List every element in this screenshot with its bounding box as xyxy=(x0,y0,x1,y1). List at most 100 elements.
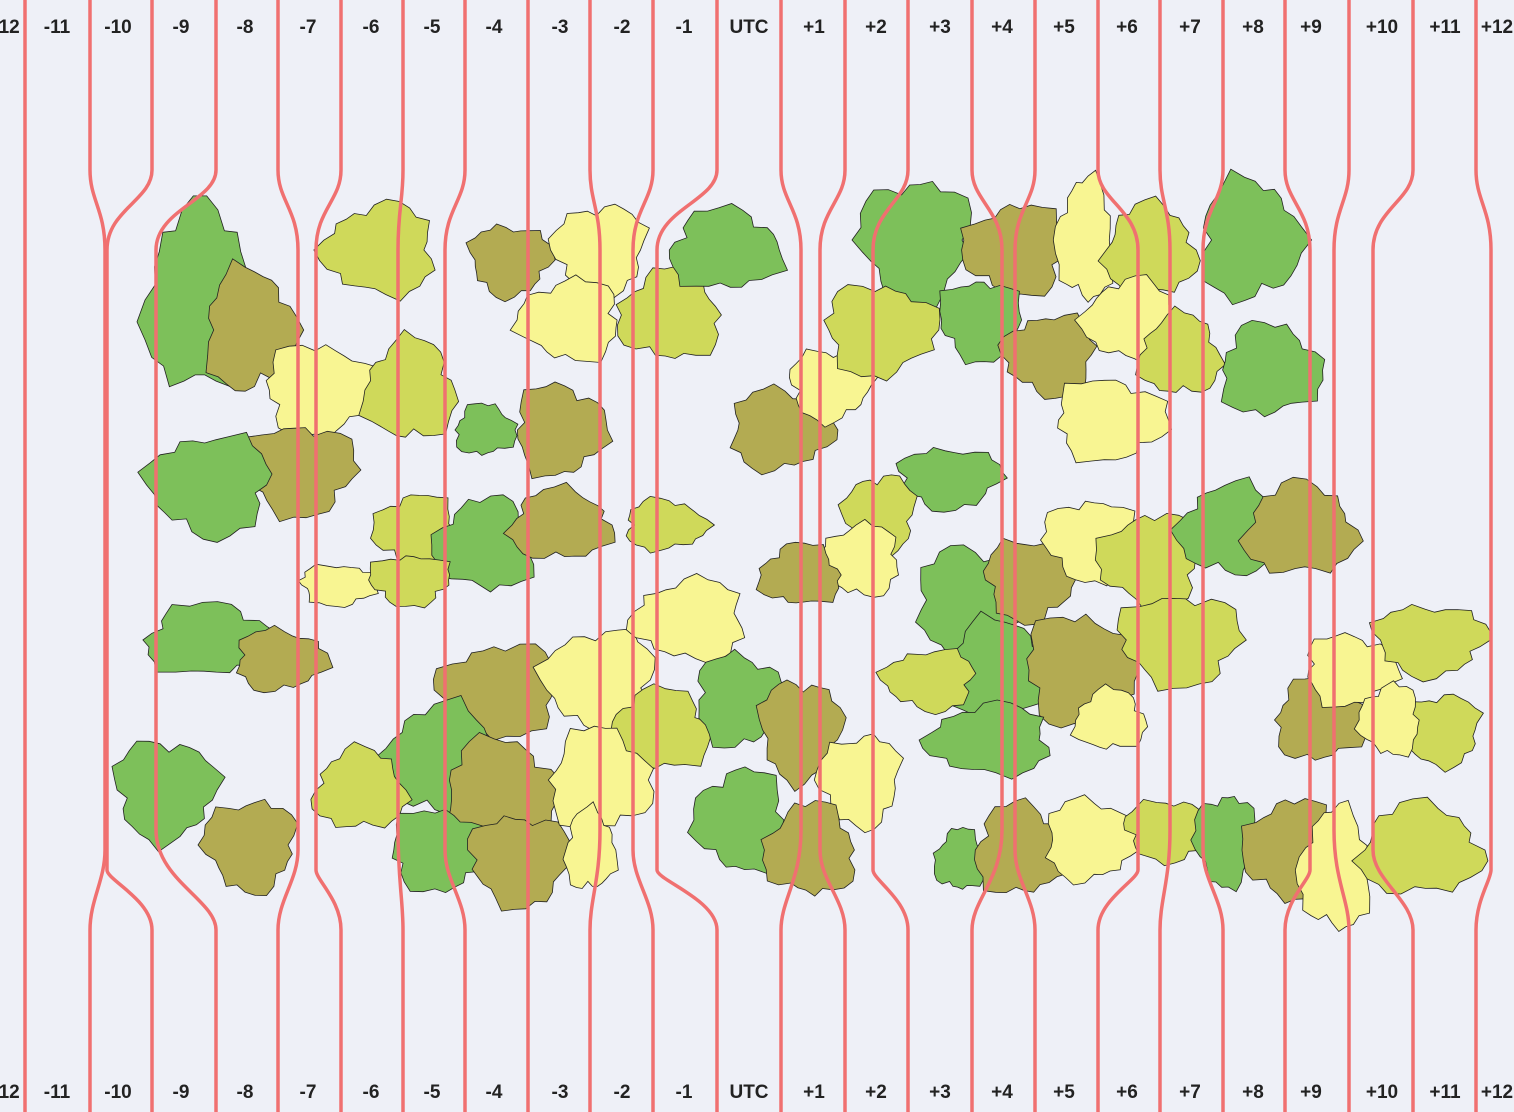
zone-boundary xyxy=(154,0,218,1112)
zone-boundary xyxy=(88,0,107,1112)
zone-label-top: -1 xyxy=(676,17,693,38)
zone-label-bottom: +3 xyxy=(929,1082,951,1103)
land-region xyxy=(895,446,1008,513)
zone-label-bottom: +11 xyxy=(1429,1082,1461,1103)
zone-boundary xyxy=(631,0,655,1112)
zone-label-top: +6 xyxy=(1116,17,1138,38)
land-region xyxy=(1116,597,1247,692)
zone-label-bottom: -9 xyxy=(173,1082,190,1103)
zone-label-bottom: -6 xyxy=(363,1082,380,1103)
zone-label-top: +4 xyxy=(991,17,1013,38)
zone-boundary xyxy=(779,0,803,1112)
zone-boundary xyxy=(1096,0,1140,1112)
land-region xyxy=(668,203,789,288)
land-region xyxy=(1202,168,1313,306)
zone-label-top: UTC xyxy=(729,17,768,38)
zone-boundary xyxy=(970,0,1004,1112)
zone-label-top: -12 xyxy=(0,17,20,38)
zone-label-bottom: -3 xyxy=(552,1082,569,1103)
zone-boundary xyxy=(818,0,847,1112)
zone-boundary xyxy=(1201,0,1225,1112)
land-region xyxy=(1368,603,1491,683)
land-region xyxy=(368,555,451,609)
land-region xyxy=(467,815,578,912)
zone-label-top: +2 xyxy=(865,17,887,38)
zone-label-top: -7 xyxy=(300,17,317,38)
land-region xyxy=(197,798,299,897)
land-region xyxy=(1220,319,1326,418)
zone-label-bottom: +2 xyxy=(865,1082,887,1103)
land-region xyxy=(918,699,1051,780)
zone-label-bottom: +1 xyxy=(803,1082,825,1103)
land-region xyxy=(1190,795,1256,893)
zone-label-bottom: -4 xyxy=(486,1082,503,1103)
land-region xyxy=(1069,683,1149,750)
zone-boundary xyxy=(105,0,154,1112)
zone-label-bottom: +5 xyxy=(1053,1082,1075,1103)
zone-label-top: +1 xyxy=(803,17,825,38)
zone-boundary xyxy=(655,0,719,1112)
zone-label-bottom: -11 xyxy=(44,1082,71,1103)
zone-boundary xyxy=(1474,0,1493,1112)
land-region xyxy=(1353,680,1420,758)
land-region xyxy=(1351,796,1489,895)
land-region xyxy=(454,402,519,456)
land-region xyxy=(502,481,616,559)
zone-labels: -12 -12 -11 -11 -10 -10 -9 -9 -8 -8 -7 -7 -6 -6 -5 -5 -4… xyxy=(0,17,1513,1103)
zone-label-bottom: +9 xyxy=(1300,1082,1322,1103)
zone-label-top: -5 xyxy=(424,17,441,38)
zone-boundary xyxy=(314,0,343,1112)
land-region xyxy=(1044,794,1144,886)
zone-label-bottom: -2 xyxy=(614,1082,631,1103)
zone-label-top: -9 xyxy=(173,17,190,38)
zone-boundary xyxy=(1332,0,1351,1112)
zone-label-top: -2 xyxy=(614,17,631,38)
zone-label-top: +12 xyxy=(1481,17,1513,38)
zone-boundaries xyxy=(23,0,1493,1112)
zone-label-top: +3 xyxy=(929,17,951,38)
zone-boundary xyxy=(1158,0,1172,1112)
zone-label-top: +7 xyxy=(1179,17,1201,38)
land-region xyxy=(313,198,436,302)
zone-boundary xyxy=(443,0,467,1112)
zone-label-bottom: -5 xyxy=(424,1082,441,1103)
land-region xyxy=(974,797,1072,894)
zone-label-bottom: +4 xyxy=(991,1082,1013,1103)
land-region xyxy=(430,494,535,593)
zone-label-top: +10 xyxy=(1366,17,1398,38)
zone-boundary xyxy=(396,0,405,1112)
zone-label-top: +5 xyxy=(1053,17,1075,38)
zone-label-top: -10 xyxy=(104,17,131,38)
zone-label-bottom: -7 xyxy=(300,1082,317,1103)
zone-label-top: -8 xyxy=(237,17,254,38)
zone-boundary xyxy=(1013,0,1037,1112)
land-region xyxy=(1237,476,1364,574)
zone-label-bottom: -8 xyxy=(237,1082,254,1103)
land-region xyxy=(265,344,381,441)
zone-label-bottom: +10 xyxy=(1366,1082,1398,1103)
zone-label-bottom: +6 xyxy=(1116,1082,1138,1103)
zone-label-top: -4 xyxy=(486,17,503,38)
zone-label-top: +11 xyxy=(1429,17,1461,38)
land-region xyxy=(875,648,977,716)
land-region xyxy=(516,381,614,480)
zone-boundary xyxy=(588,0,602,1112)
zone-label-bottom: -10 xyxy=(104,1082,131,1103)
zone-label-top: -6 xyxy=(363,17,380,38)
zone-label-bottom: +8 xyxy=(1242,1082,1264,1103)
land-region xyxy=(297,563,387,608)
land-region xyxy=(960,203,1062,299)
zone-label-top: -3 xyxy=(552,17,569,38)
zone-boundary xyxy=(1283,0,1312,1112)
land-region xyxy=(932,826,986,890)
zone-label-bottom: +7 xyxy=(1179,1082,1201,1103)
land-region xyxy=(1294,799,1371,933)
land-region xyxy=(137,431,273,543)
land-region xyxy=(823,284,941,382)
zone-label-top: +8 xyxy=(1242,17,1264,38)
land-region xyxy=(1097,195,1201,294)
land-region xyxy=(111,740,226,853)
zone-label-bottom: UTC xyxy=(729,1082,768,1103)
zone-label-bottom: +12 xyxy=(1481,1082,1513,1103)
